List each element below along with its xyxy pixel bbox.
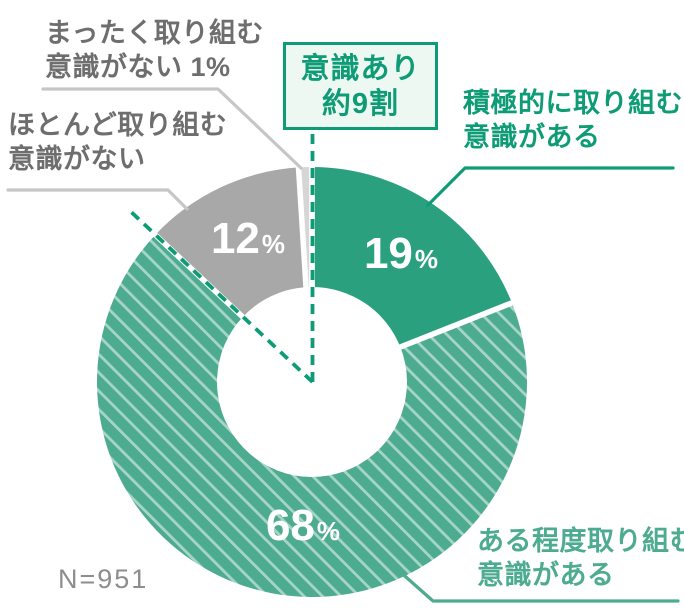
- callout-active-line1: 積極的に取り組む: [463, 88, 683, 118]
- callout-somewhat-line2: 意識がある: [477, 560, 615, 590]
- callout-active: 積極的に取り組む 意識がある: [463, 86, 683, 154]
- leader-line-somewhat: [396, 568, 680, 603]
- leader-line-active: [426, 166, 675, 207]
- percent-label-active-awareness: 19%: [364, 229, 438, 278]
- percent-label-hardly-no-awareness: 12%: [211, 214, 285, 263]
- callout-hardly: ほとんど取り組む 意識がない: [8, 108, 227, 176]
- callout-active-line2: 意識がある: [463, 122, 601, 152]
- segment-separator: [295, 158, 310, 297]
- dashed-divider-diagonal: [126, 207, 314, 384]
- callout-somewhat: ある程度取り組む 意識がある: [477, 524, 684, 592]
- callout-none-at-all-line1: まったく取り組む: [45, 18, 264, 48]
- awareness-note-box: 意識あり 約9割: [283, 42, 438, 130]
- segment-separator: [390, 296, 522, 353]
- percent-label-somewhat-awareness: 68%: [266, 501, 340, 550]
- awareness-note-line1: 意識あり: [300, 53, 421, 85]
- callout-hardly-line1: ほとんど取り組む: [8, 110, 228, 140]
- awareness-note-line2: 約9割: [321, 88, 400, 120]
- callout-hardly-line2: 意識がない: [8, 144, 146, 174]
- callout-none-at-all-line2: 意識がない 1%: [45, 52, 231, 82]
- donut-segments: [96, 167, 527, 597]
- donut-segment-hardly-no-awareness: [155, 167, 307, 317]
- callout-none-at-all: まったく取り組む 意識がない 1%: [45, 16, 264, 84]
- sample-size-label: N=951: [58, 564, 149, 594]
- callout-somewhat-line1: ある程度取り組む: [477, 526, 684, 556]
- leader-line-none-at-all: [41, 87, 303, 170]
- leader-line-hardly: [6, 188, 189, 211]
- donut-segment-somewhat-awareness: [96, 234, 527, 597]
- donut-segment-active-awareness: [312, 167, 512, 348]
